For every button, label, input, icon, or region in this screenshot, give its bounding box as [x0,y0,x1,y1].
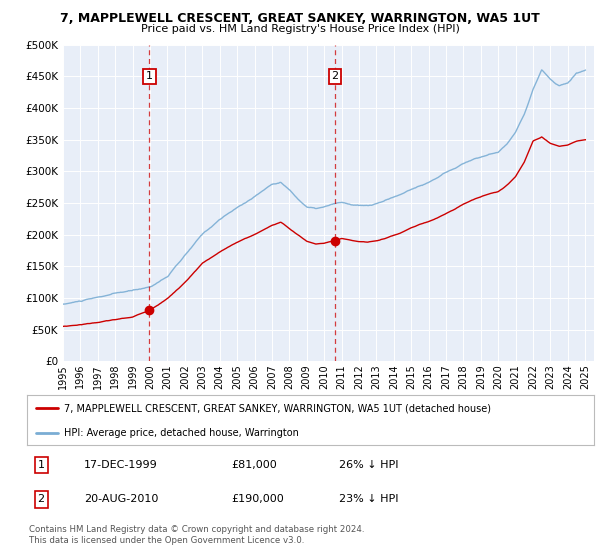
Text: 20-AUG-2010: 20-AUG-2010 [84,494,158,505]
Text: Contains HM Land Registry data © Crown copyright and database right 2024.
This d: Contains HM Land Registry data © Crown c… [29,525,364,545]
Text: 26% ↓ HPI: 26% ↓ HPI [339,460,398,470]
Text: 7, MAPPLEWELL CRESCENT, GREAT SANKEY, WARRINGTON, WA5 1UT (detached house): 7, MAPPLEWELL CRESCENT, GREAT SANKEY, WA… [64,403,491,413]
Text: 2: 2 [332,72,338,81]
Text: 17-DEC-1999: 17-DEC-1999 [84,460,157,470]
Text: 7, MAPPLEWELL CRESCENT, GREAT SANKEY, WARRINGTON, WA5 1UT: 7, MAPPLEWELL CRESCENT, GREAT SANKEY, WA… [60,12,540,25]
Text: HPI: Average price, detached house, Warrington: HPI: Average price, detached house, Warr… [64,428,299,437]
Text: 1: 1 [38,460,44,470]
Text: £190,000: £190,000 [231,494,284,505]
Text: 23% ↓ HPI: 23% ↓ HPI [339,494,398,505]
Text: 2: 2 [38,494,45,505]
Text: 1: 1 [146,72,153,81]
Text: £81,000: £81,000 [231,460,277,470]
Text: Price paid vs. HM Land Registry's House Price Index (HPI): Price paid vs. HM Land Registry's House … [140,24,460,34]
